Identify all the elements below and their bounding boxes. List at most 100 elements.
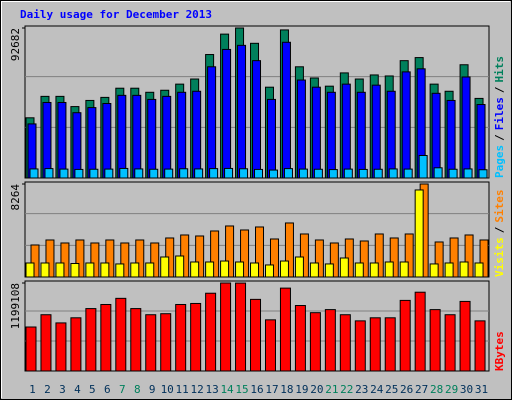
x-tick-label: 19 bbox=[295, 383, 308, 396]
bar bbox=[250, 298, 262, 372]
bar bbox=[190, 261, 200, 278]
bar bbox=[25, 262, 35, 278]
x-tick-label: 29 bbox=[445, 383, 458, 396]
x-tick-label: 8 bbox=[134, 383, 141, 396]
bar bbox=[324, 309, 336, 372]
bar bbox=[195, 235, 205, 278]
bar bbox=[354, 320, 366, 372]
bar bbox=[150, 242, 160, 278]
bar bbox=[449, 237, 459, 278]
bar bbox=[371, 84, 381, 179]
bar bbox=[464, 234, 474, 278]
bar bbox=[311, 86, 321, 179]
x-tick-label: 16 bbox=[250, 383, 263, 396]
bar bbox=[240, 229, 250, 278]
legend-entry: Visits bbox=[493, 237, 506, 277]
bar bbox=[105, 239, 115, 278]
bar bbox=[130, 262, 140, 278]
legend: Pages / Files / Hits bbox=[493, 56, 506, 178]
x-tick-label: 25 bbox=[385, 383, 398, 396]
bar bbox=[373, 168, 383, 179]
bar bbox=[459, 300, 471, 372]
bar bbox=[309, 312, 321, 372]
bar bbox=[399, 261, 409, 278]
bar bbox=[72, 112, 82, 179]
bar bbox=[147, 98, 157, 179]
bar bbox=[160, 256, 170, 278]
bar bbox=[115, 263, 125, 278]
x-tick-label: 12 bbox=[191, 383, 204, 396]
bar bbox=[177, 91, 187, 179]
bar bbox=[100, 303, 112, 372]
bar bbox=[444, 262, 454, 278]
legend-separator: / bbox=[493, 86, 506, 93]
bar bbox=[130, 308, 142, 372]
bar bbox=[220, 282, 232, 372]
bar bbox=[117, 94, 127, 179]
bar bbox=[120, 242, 130, 278]
bar bbox=[326, 91, 336, 179]
bar bbox=[70, 317, 82, 372]
x-tick-label: 23 bbox=[355, 383, 368, 396]
bar bbox=[220, 260, 230, 278]
x-tick-label: 30 bbox=[460, 383, 473, 396]
bar bbox=[100, 262, 110, 278]
bar bbox=[359, 240, 369, 278]
legend-entry: Files bbox=[493, 97, 506, 130]
y-tick-label: 8264 bbox=[9, 184, 22, 211]
bar bbox=[279, 260, 289, 278]
bar bbox=[388, 168, 398, 179]
bar bbox=[160, 313, 172, 372]
bar bbox=[40, 314, 52, 372]
bar bbox=[239, 168, 249, 179]
bar bbox=[294, 305, 306, 372]
bar bbox=[235, 261, 245, 278]
bar bbox=[414, 291, 426, 372]
bar bbox=[374, 233, 384, 278]
bar bbox=[298, 168, 308, 179]
bar bbox=[55, 262, 65, 278]
bar bbox=[369, 317, 381, 372]
bar bbox=[389, 237, 399, 278]
legend-entry: KBytes bbox=[493, 331, 506, 371]
bar bbox=[283, 168, 293, 179]
bar bbox=[42, 101, 52, 179]
bar bbox=[237, 44, 247, 179]
x-tick-label: 15 bbox=[235, 383, 248, 396]
bar bbox=[431, 92, 441, 179]
bar bbox=[264, 319, 276, 372]
bar bbox=[90, 242, 100, 278]
y-tick-label: 92682 bbox=[9, 28, 22, 61]
bar bbox=[85, 262, 95, 278]
bar bbox=[339, 257, 349, 278]
bar bbox=[401, 71, 411, 179]
bar bbox=[59, 168, 69, 179]
x-tick-label: 5 bbox=[89, 383, 96, 396]
bar bbox=[343, 168, 353, 179]
bar bbox=[281, 41, 291, 179]
bar bbox=[205, 261, 215, 278]
bar bbox=[235, 282, 247, 372]
bar bbox=[369, 262, 379, 278]
bar bbox=[57, 101, 67, 179]
bar bbox=[313, 168, 323, 179]
bar bbox=[418, 155, 428, 179]
bar bbox=[358, 168, 368, 179]
bar bbox=[476, 104, 486, 179]
bar bbox=[479, 239, 489, 278]
bar bbox=[328, 169, 338, 179]
x-tick-label: 24 bbox=[370, 383, 384, 396]
bar bbox=[264, 264, 274, 278]
x-tick-label: 21 bbox=[325, 383, 338, 396]
x-tick-label: 11 bbox=[176, 383, 189, 396]
x-tick-label: 28 bbox=[430, 383, 443, 396]
x-tick-label: 13 bbox=[205, 383, 218, 396]
bar bbox=[474, 262, 484, 278]
x-tick-label: 17 bbox=[265, 383, 278, 396]
bar bbox=[224, 167, 234, 179]
bar bbox=[119, 167, 129, 179]
bar bbox=[255, 226, 265, 278]
bar bbox=[115, 297, 127, 372]
x-tick-label: 1 bbox=[29, 383, 36, 396]
bar bbox=[102, 103, 112, 179]
